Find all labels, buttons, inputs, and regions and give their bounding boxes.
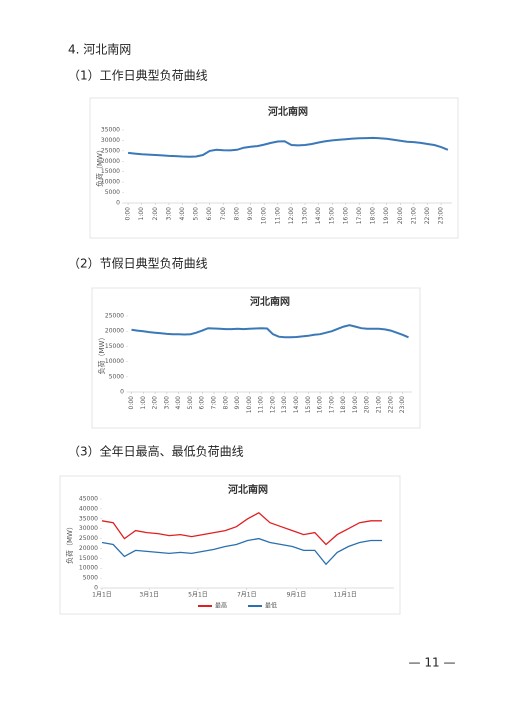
x-tick-label: 19:00 xyxy=(352,396,359,413)
x-tick-label: 12:00 xyxy=(269,396,276,413)
x-tick-label: 13:00 xyxy=(302,207,309,224)
x-tick-label: 20:00 xyxy=(364,396,371,413)
x-tick-label: 1:00 xyxy=(140,396,147,410)
x-tick-label: 1:00 xyxy=(138,207,145,221)
section-heading: （1）工作日典型负荷曲线 xyxy=(68,69,208,83)
y-tick-label: 5000 xyxy=(83,575,98,582)
x-tick-label: 16:00 xyxy=(342,207,349,224)
x-tick-label: 5月1日 xyxy=(188,592,208,599)
y-tick-label: 20000 xyxy=(101,158,120,165)
x-tick-label: 10:00 xyxy=(261,207,268,224)
x-tick-label: 22:00 xyxy=(387,396,394,413)
y-tick-label: 5000 xyxy=(109,373,124,380)
x-tick-label: 9月1日 xyxy=(287,592,307,599)
y-tick-label: 20000 xyxy=(79,545,98,552)
x-tick-label: 23:00 xyxy=(438,207,445,224)
y-tick-label: 20000 xyxy=(105,328,124,335)
y-tick-label: 10000 xyxy=(105,358,124,365)
y-tick-label: 15000 xyxy=(105,343,124,350)
x-tick-label: 18:00 xyxy=(370,207,377,224)
y-tick-label: 10000 xyxy=(101,179,120,186)
y-tick-label: 30000 xyxy=(79,525,98,532)
x-tick-label: 6:00 xyxy=(199,396,206,410)
y-tick-label: 15000 xyxy=(79,555,98,562)
x-tick-label: 4:00 xyxy=(179,207,186,221)
x-tick-label: 7月1日 xyxy=(237,592,257,599)
y-axis-title: 负荷（MW） xyxy=(95,146,104,187)
chart-frame xyxy=(89,97,459,239)
y-tick-label: 40000 xyxy=(79,505,98,512)
x-tick-label: 7:00 xyxy=(211,396,218,410)
x-tick-label: 7:00 xyxy=(220,207,227,221)
x-tick-label: 17:00 xyxy=(356,207,363,224)
x-tick-label: 2:00 xyxy=(152,396,159,410)
x-tick-label: 12:00 xyxy=(288,207,295,224)
x-tick-label: 10:00 xyxy=(246,396,253,413)
x-tick-label: 11:00 xyxy=(274,207,281,224)
y-tick-label: 25000 xyxy=(79,535,98,542)
y-tick-label: 0 xyxy=(94,585,98,592)
y-tick-label: 30000 xyxy=(101,137,120,144)
x-tick-label: 3:00 xyxy=(163,396,170,410)
chart-title: 河北南网 xyxy=(228,483,268,496)
chart-title: 河北南网 xyxy=(268,105,308,118)
x-tick-label: 5:00 xyxy=(193,207,200,221)
x-tick-label: 0:00 xyxy=(125,207,132,221)
x-tick-label: 21:00 xyxy=(376,396,383,413)
x-tick-label: 11:00 xyxy=(258,396,265,413)
x-tick-label: 15:00 xyxy=(329,207,336,224)
chart-title: 河北南网 xyxy=(250,295,290,308)
x-tick-label: 17:00 xyxy=(328,396,335,413)
y-tick-label: 10000 xyxy=(79,565,98,572)
y-tick-label: 25000 xyxy=(101,147,120,154)
page-number: — 11 — xyxy=(409,656,456,670)
x-tick-label: 2:00 xyxy=(152,207,159,221)
heading: 4. 河北南网 xyxy=(68,42,131,57)
x-tick-label: 8:00 xyxy=(222,396,229,410)
y-axis-title: 负荷（MW） xyxy=(97,334,106,375)
y-tick-label: 35000 xyxy=(79,515,98,522)
x-tick-label: 15:00 xyxy=(305,396,312,413)
legend-label: 最低 xyxy=(265,602,277,610)
x-tick-label: 20:00 xyxy=(397,207,404,224)
x-tick-label: 8:00 xyxy=(233,207,240,221)
line-series xyxy=(131,324,409,339)
y-axis-title: 负荷（MW） xyxy=(65,523,74,564)
x-tick-label: 4:00 xyxy=(175,396,182,410)
line-series xyxy=(101,537,382,566)
y-tick-label: 35000 xyxy=(101,127,120,134)
y-tick-label: 15000 xyxy=(101,168,120,175)
x-tick-label: 14:00 xyxy=(293,396,300,413)
section-heading: （3）全年日最高、最低负荷曲线 xyxy=(68,444,244,459)
x-tick-label: 1月1日 xyxy=(92,592,112,599)
x-tick-label: 19:00 xyxy=(383,207,390,224)
legend-label: 最高 xyxy=(215,602,227,610)
y-tick-label: 25000 xyxy=(105,313,124,320)
y-tick-label: 45000 xyxy=(79,496,98,503)
line-series xyxy=(127,136,449,158)
x-tick-label: 3月1日 xyxy=(139,592,159,599)
x-tick-label: 9:00 xyxy=(247,207,254,221)
x-tick-label: 23:00 xyxy=(399,396,406,413)
x-tick-label: 13:00 xyxy=(281,396,288,413)
x-tick-label: 6:00 xyxy=(206,207,213,221)
section-heading: （2）节假日典型负荷曲线 xyxy=(68,257,208,271)
x-tick-label: 5:00 xyxy=(187,396,194,410)
x-tick-label: 18:00 xyxy=(340,396,347,413)
x-tick-label: 3:00 xyxy=(165,207,172,221)
x-tick-label: 21:00 xyxy=(410,207,417,224)
y-tick-label: 0 xyxy=(120,389,124,396)
y-tick-label: 0 xyxy=(116,200,120,207)
chart-frame xyxy=(91,287,421,429)
x-tick-label: 14:00 xyxy=(315,207,322,224)
x-tick-label: 16:00 xyxy=(317,396,324,413)
x-tick-label: 9:00 xyxy=(234,396,241,410)
x-tick-label: 22:00 xyxy=(424,207,431,224)
y-tick-label: 5000 xyxy=(105,189,120,196)
x-tick-label: 0:00 xyxy=(128,396,135,410)
line-series xyxy=(101,512,382,546)
x-tick-label: 11月1日 xyxy=(333,592,356,599)
